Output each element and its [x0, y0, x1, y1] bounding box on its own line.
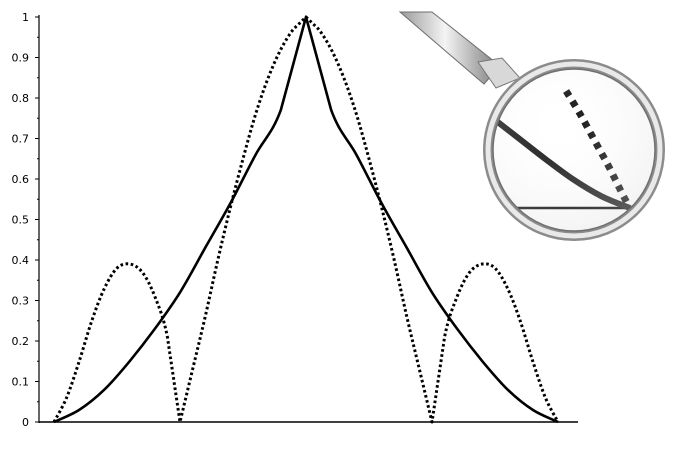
y-tick-label: 1 — [22, 11, 29, 24]
lens-rim-inner — [492, 68, 656, 232]
series-layer — [52, 15, 560, 424]
y-tick-label: 0.8 — [12, 92, 30, 105]
y-tick-label: 0.9 — [12, 52, 30, 65]
y-tick-label: 0.7 — [12, 133, 30, 146]
dotted-series-line — [52, 15, 560, 424]
y-tick-label: 0.5 — [12, 214, 30, 227]
y-tick-label: 0.2 — [12, 335, 30, 348]
y-tick-label: 0.6 — [12, 173, 30, 186]
y-tick-label: 0.4 — [12, 254, 30, 267]
y-tick-label: 0.1 — [12, 376, 30, 389]
magnifier-handle — [398, 11, 521, 89]
lens-rim-highlight — [485, 61, 663, 239]
axes: 0 0.1 0.2 0.3 0.4 0.5 0.6 0.7 0.8 0.9 1 — [12, 11, 578, 429]
magnifier-inset — [398, 11, 665, 241]
y-tick-label: 0 — [22, 416, 29, 429]
lens-glass — [492, 68, 656, 232]
y-tick-label: 0.3 — [12, 295, 30, 308]
handle-shaft — [398, 11, 501, 85]
